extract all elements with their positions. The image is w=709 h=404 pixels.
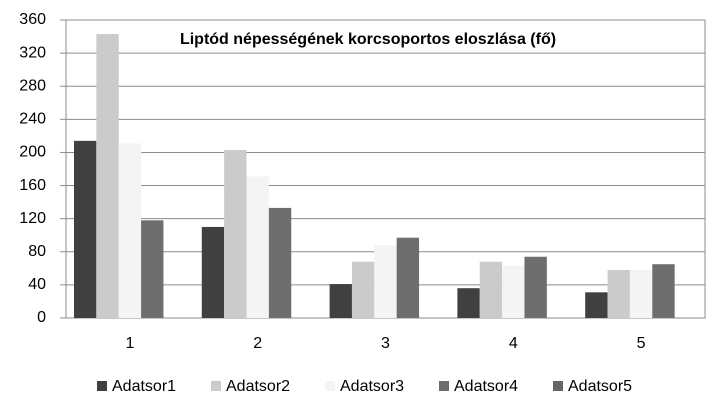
- bar: [502, 265, 525, 318]
- y-tick-label: 200: [19, 144, 46, 161]
- bar: [351, 261, 375, 318]
- legend-label: Adatsor4: [454, 378, 518, 395]
- x-tick-label: 4: [509, 335, 518, 352]
- y-tick-label: 360: [19, 11, 46, 28]
- bar: [396, 237, 420, 318]
- bar: [268, 207, 292, 318]
- bar: [457, 288, 480, 318]
- x-tick-label: 1: [125, 335, 134, 352]
- y-tick-label: 160: [19, 177, 46, 194]
- bar: [141, 220, 164, 318]
- bar: [652, 264, 675, 318]
- bar: [629, 269, 653, 318]
- legend-swatch: [211, 381, 221, 391]
- y-tick-label: 320: [19, 44, 46, 61]
- x-tick-label: 2: [253, 335, 262, 352]
- bar: [96, 34, 119, 318]
- legend-label: Adatsor5: [568, 378, 632, 395]
- bar: [224, 149, 247, 318]
- x-tick-label: 5: [637, 335, 646, 352]
- y-tick-label: 240: [19, 111, 46, 128]
- bar: [73, 140, 97, 318]
- legend-swatch: [325, 381, 335, 391]
- chart-title: Liptód népességének korcsoportos eloszlá…: [180, 31, 556, 48]
- y-tick-label: 40: [28, 276, 46, 293]
- bar: [329, 284, 352, 318]
- bar: [374, 245, 397, 318]
- x-tick-label: 3: [381, 335, 390, 352]
- y-tick-label: 80: [28, 243, 46, 260]
- bar: [607, 269, 630, 318]
- bar: [585, 292, 608, 318]
- legend-label: Adatsor2: [226, 378, 290, 395]
- legend-swatch: [553, 381, 563, 391]
- legend-swatch: [439, 381, 449, 391]
- bar: [524, 256, 547, 318]
- legend-label: Adatsor3: [340, 378, 404, 395]
- y-tick-label: 0: [37, 309, 46, 326]
- bar: [118, 143, 142, 318]
- legend-swatch: [97, 381, 107, 391]
- bar: [201, 226, 225, 318]
- y-tick-label: 280: [19, 77, 46, 94]
- bar: [479, 261, 503, 318]
- y-tick-label: 120: [19, 210, 46, 227]
- legend-label: Adatsor1: [112, 378, 176, 395]
- bar: [246, 176, 269, 318]
